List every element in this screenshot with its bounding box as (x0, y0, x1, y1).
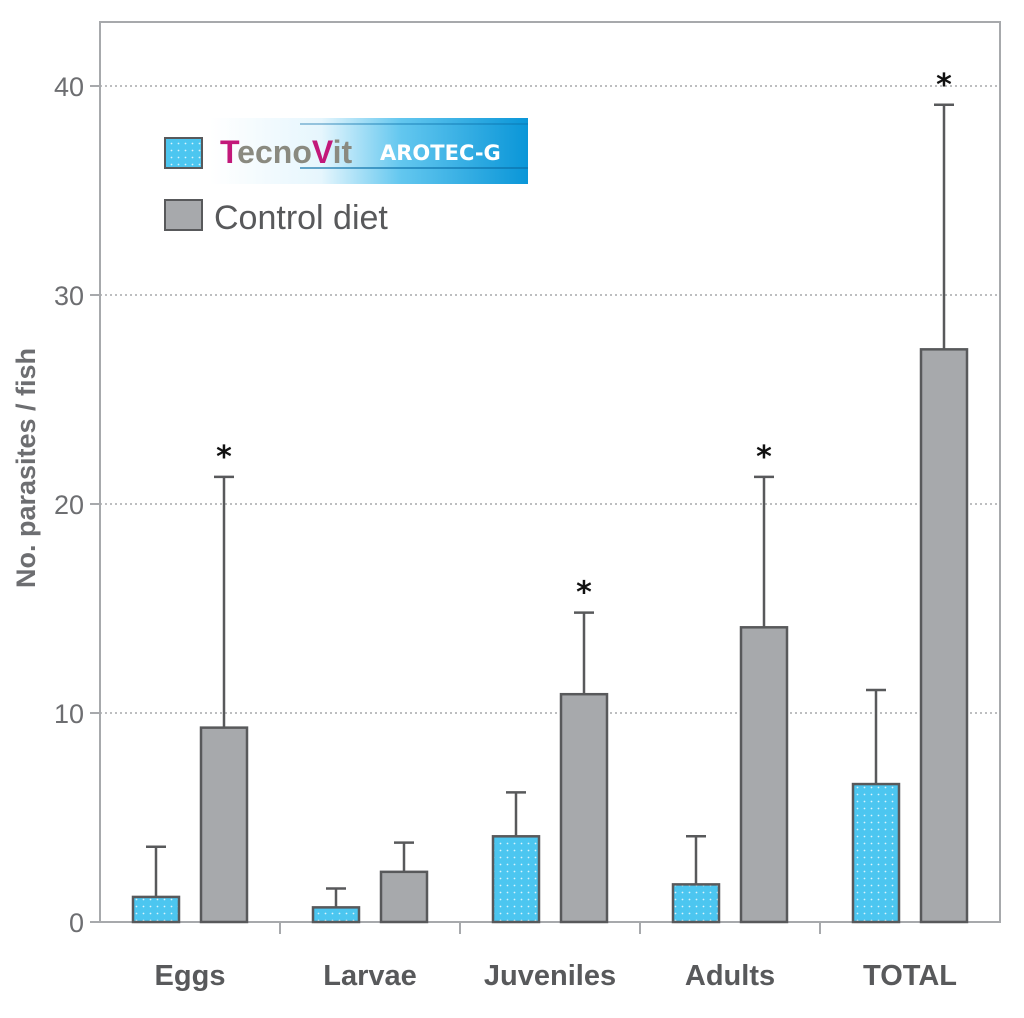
y-tick-label: 20 (54, 490, 84, 520)
legend: TecnoVit AROTEC-G Control diet (164, 118, 528, 237)
x-tick-label: Juveniles (484, 960, 616, 992)
bar-control (199, 726, 249, 924)
x-axis-ticks: Eggs Larvae Juveniles Adults TOTAL (155, 922, 957, 992)
x-tick-label: Adults (685, 960, 775, 992)
bar-control (379, 870, 429, 924)
y-tick-label: 30 (54, 281, 84, 311)
bar-tecnovit (491, 835, 541, 924)
plot-border (99, 21, 1001, 923)
significance-marker: * (936, 68, 952, 103)
bar-control (559, 692, 609, 924)
significance-marker: * (756, 440, 772, 475)
y-tick-label: 10 (54, 699, 84, 729)
bar-tecnovit (671, 883, 721, 924)
brand-vit: Vit (312, 134, 353, 170)
brand-banner (210, 118, 528, 184)
significance-marker: * (576, 576, 592, 611)
significance-marker: * (216, 440, 232, 475)
brand-tecno: Tecno (220, 134, 312, 170)
brand-product-name: AROTEC-G (380, 141, 501, 165)
bar-tecnovit (131, 895, 181, 924)
y-tick-label: 0 (69, 908, 84, 938)
legend-item-control: Control diet (164, 199, 388, 237)
brand-logo-text: TecnoVit (220, 134, 353, 170)
bar-tecnovit (851, 782, 901, 924)
gridlines (100, 85, 1000, 714)
x-tick-label: Larvae (323, 960, 417, 992)
legend-label-control: Control diet (214, 199, 388, 237)
bar-control (739, 626, 789, 924)
bar-control (919, 348, 969, 924)
x-tick-label: Eggs (155, 960, 226, 992)
legend-item-tecnovit: TecnoVit AROTEC-G (164, 118, 528, 184)
legend-swatch-tecnovit (164, 137, 203, 169)
plot-frame (99, 21, 1001, 923)
x-tick-label: TOTAL (863, 960, 957, 992)
bar-tecnovit (311, 906, 361, 924)
y-axis-title: No. parasites / fish (11, 348, 41, 588)
y-tick-label: 40 (54, 72, 84, 102)
legend-swatch-control (164, 199, 203, 231)
bars: * * * * (131, 68, 969, 924)
y-axis-ticks: 0 10 20 30 40 (54, 72, 100, 938)
